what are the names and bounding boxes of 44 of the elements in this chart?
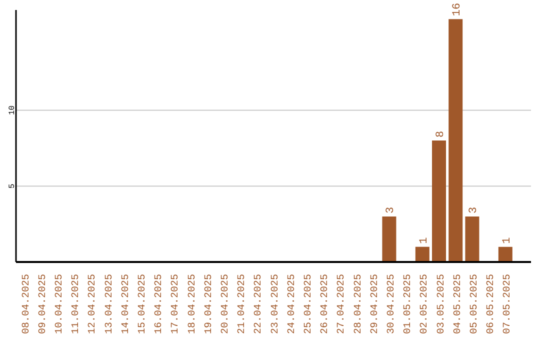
x-tick-label: 16.04.2025 [154,274,166,334]
data-label: 1 [418,236,430,244]
x-tick-label: 10.04.2025 [54,274,66,334]
x-tick-label: 09.04.2025 [38,274,49,334]
x-tick-label: 29.04.2025 [370,274,381,334]
bar [465,216,480,262]
x-tick-label: 28.04.2025 [353,274,364,334]
bar [498,246,512,262]
x-tick-label: 04.05.2025 [452,274,464,334]
x-tick-label: 15.04.2025 [138,274,148,334]
bar [382,216,396,262]
x-tick-label: 26.04.2025 [320,274,332,334]
x-tick-label: 27.04.2025 [336,274,348,334]
data-label: 3 [468,206,480,214]
x-tick-label: 12.04.2025 [88,274,99,334]
bar [448,19,463,262]
x-tick-label: 18.04.2025 [187,274,198,334]
x-tick-label: 13.04.2025 [104,274,116,334]
x-tick-label: 02.05.2025 [420,274,431,334]
y-tick-label: 10 [8,105,17,115]
data-label: 3 [385,206,398,214]
bar [415,246,430,262]
data-label: 16 [452,2,464,16]
x-tick-label: 07.05.2025 [502,274,514,334]
x-tick-label: 06.05.2025 [486,274,498,334]
x-tick-label: 21.04.2025 [237,274,248,334]
x-tick-label: 03.05.2025 [436,274,448,334]
x-tick-label: 25.04.2025 [304,274,314,334]
x-tick-label: 23.04.2025 [270,274,282,334]
x-tick-label: 05.05.2025 [470,274,480,334]
x-tick-label: 20.04.2025 [220,274,232,334]
x-tick-label: 11.04.2025 [71,274,82,334]
x-tick-label: 17.04.2025 [170,274,182,334]
x-tick-label: 24.04.2025 [286,274,298,334]
x-tick-label: 30.04.2025 [386,274,398,334]
y-tick-label: 5 [8,184,17,189]
x-tick-label: 14.04.2025 [120,274,132,334]
x-tick-label: 08.04.2025 [21,274,32,334]
data-label: 1 [501,236,514,244]
data-label: 8 [435,130,447,138]
x-tick-label: 22.04.2025 [254,274,265,334]
bar [432,140,446,262]
x-tick-label: 19.04.2025 [204,274,215,334]
x-tick-label: 01.05.2025 [403,274,414,334]
